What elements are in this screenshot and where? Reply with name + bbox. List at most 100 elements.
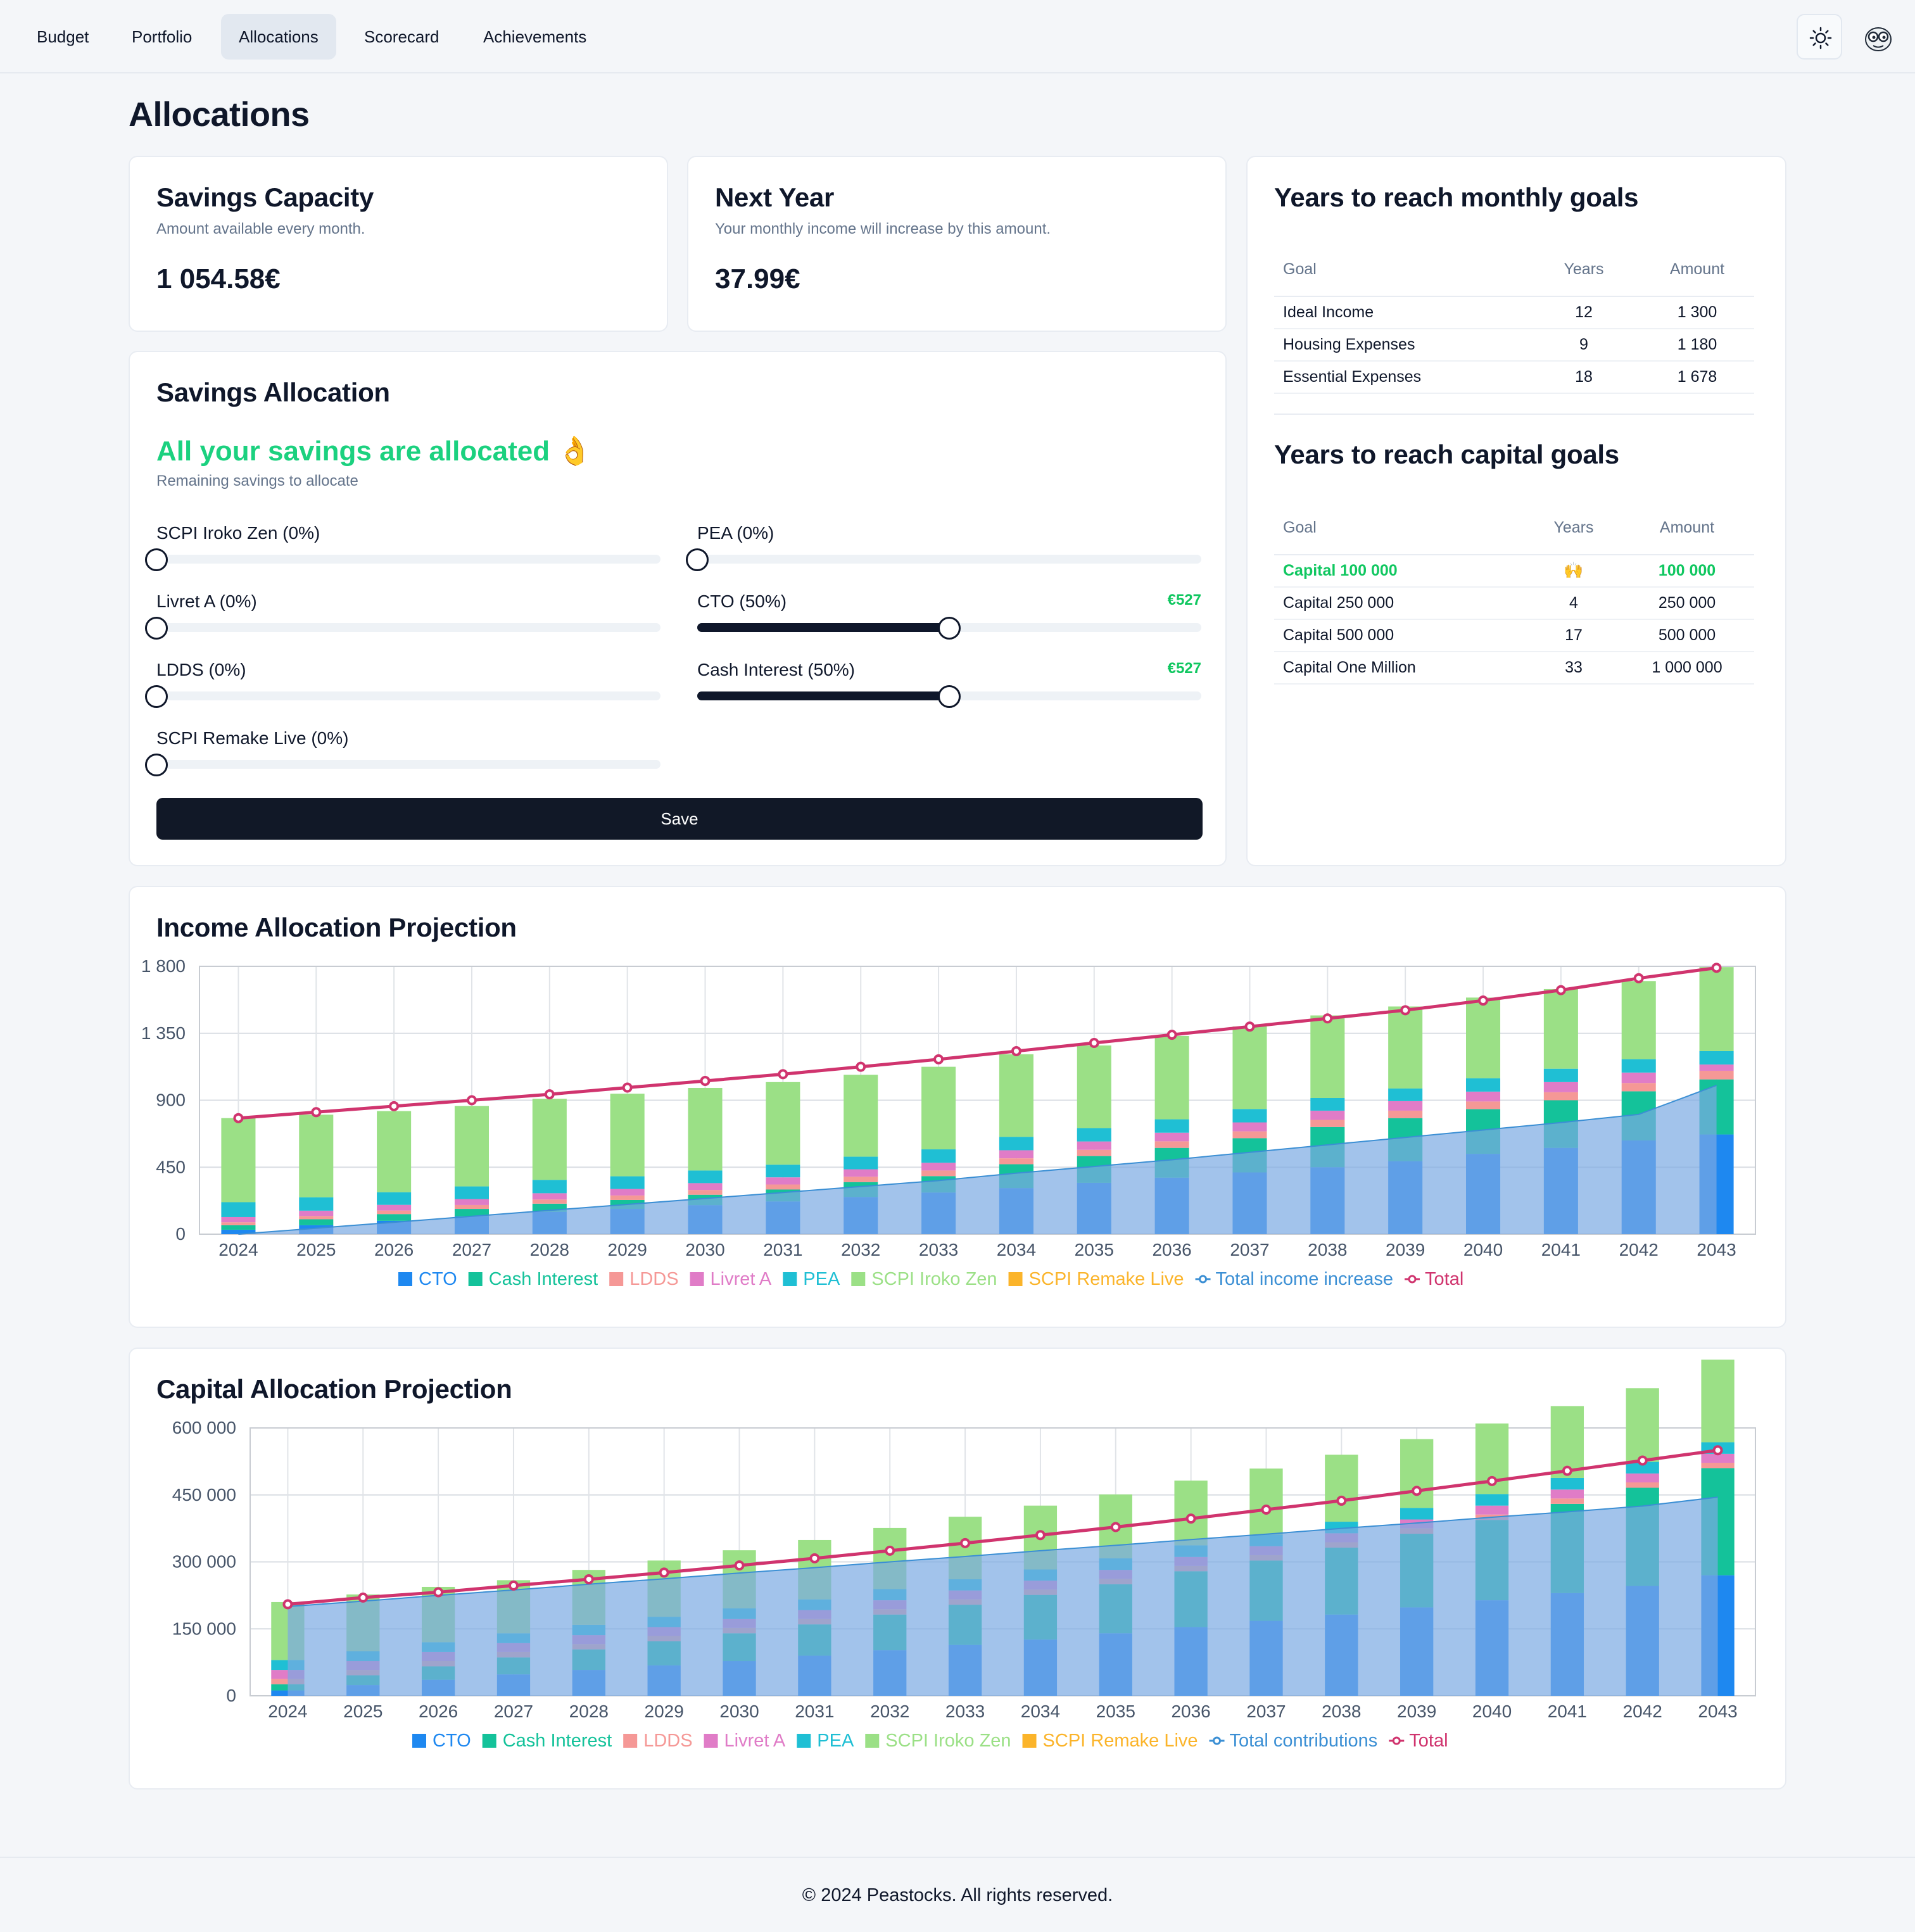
x-tick-label: 2041 [1548,1702,1587,1721]
slider-track[interactable] [686,548,1201,571]
bar-pea [1310,1097,1345,1111]
bar-livret-a [1388,1101,1423,1111]
slider-thumb[interactable] [145,617,168,640]
bar-livret-a [1154,1132,1189,1142]
x-tick-label: 2035 [1096,1702,1135,1721]
slider-track[interactable] [145,754,660,776]
slider-track[interactable] [145,685,660,708]
bar-livret-a [1077,1141,1111,1150]
legend-label-total-contributions: Total contributions [1230,1731,1378,1751]
x-tick-label: 2031 [795,1702,834,1721]
total-point [311,1107,322,1118]
legend-swatch [1199,1275,1208,1284]
x-tick-label: 2037 [1246,1702,1286,1721]
slider-thumb[interactable] [938,617,961,640]
slider-label: LDDS (0%) [156,660,246,679]
table-row: Capital 250 000 4 250 000 [1274,587,1754,620]
slider-thumb[interactable] [145,685,168,708]
legend-swatch [865,1734,880,1748]
goal-amount: 1 000 000 [1620,652,1754,685]
bar-pea [1699,1051,1734,1065]
bar-scpi-iroko-zen [1626,1388,1659,1462]
slider-track[interactable] [697,685,1201,708]
total-point [1322,1013,1333,1024]
legend-label-scpi-remake-live: SCPI Remake Live [1043,1731,1198,1751]
slider-thumb[interactable] [938,685,961,708]
bar-livret-a [766,1177,800,1185]
slider-fill [697,623,949,632]
slider-pea: PEA (0%) [686,523,1201,571]
total-point [1185,1513,1196,1524]
bar-livret-a [454,1199,490,1205]
bar-ldds [221,1222,256,1225]
goal-years: 12 [1527,296,1640,329]
slider-track[interactable] [145,548,660,571]
total-point [1244,1021,1255,1032]
goal-name: Capital One Million [1274,652,1527,685]
bar-scpi-iroko-zen [377,1111,412,1192]
capital-goals-table: Goal Years Amount Capital 100 000 🙌 100 00… [1274,502,1754,685]
x-tick-label: 2028 [530,1240,569,1260]
nav-scorecard[interactable]: Scorecard [364,27,439,46]
bar-pea [1077,1128,1111,1142]
legend-swatch [1408,1275,1417,1284]
x-tick-label: 2031 [763,1240,802,1260]
area-total-contributions [288,1497,1718,1696]
area-total-income-increase [238,1085,1717,1234]
avatar-mascot-icon [1865,27,1892,51]
total-point [1637,1455,1648,1466]
savings-allocation-card: Savings Allocation All your savings are … [129,351,1227,866]
bar-scpi-iroko-zen [1325,1455,1358,1522]
legend-label-cash-interest: Cash Interest [503,1731,612,1751]
save-button[interactable]: Save [156,798,1203,840]
nav-portfolio[interactable]: Portfolio [132,27,193,46]
bar-scpi-iroko-zen [1174,1481,1208,1546]
bar-pea [1154,1119,1189,1133]
table-header: Amount [1640,243,1754,297]
income-allocation-chart: 0 450 900 1 350 1 800 2024 2025 2026 2027 2028 202… [141,956,1756,1289]
theme-toggle-button[interactable] [1797,14,1842,60]
table-row: Capital One Million 33 1 000 000 [1274,652,1754,685]
nav-allocations[interactable]: Allocations [221,14,336,60]
table-header: Years [1527,502,1620,555]
x-tick-label: 2033 [945,1702,985,1721]
line-total-income-increase [238,1085,1717,1235]
y-tick-label: 0 [175,1224,186,1244]
total-point [1478,995,1489,1006]
bar-scpi-iroko-zen [221,1118,256,1203]
slider-cto: CTO (50%) €527 [697,591,1201,640]
total-point [1487,1475,1498,1486]
bar-scpi-iroko-zen [1543,988,1578,1069]
legend-label-cash-interest: Cash Interest [489,1269,598,1289]
slider-thumb[interactable] [145,754,168,776]
next-year-card: Next Year Your monthly income will incre… [687,156,1227,332]
x-tick-label: 2026 [419,1702,458,1721]
slider-label: Livret A (0%) [156,591,257,611]
slider-thumb[interactable] [686,548,709,571]
y-tick-label: 300 000 [172,1552,236,1572]
slider-track[interactable] [697,617,1201,640]
total-point [778,1069,788,1080]
bar-scpi-iroko-zen [766,1082,800,1165]
slider-thumb[interactable] [145,548,168,571]
nav-achievements[interactable]: Achievements [483,27,587,46]
bar-scpi-iroko-zen [1310,1015,1345,1098]
goal-amount: 100 000 [1620,555,1754,588]
bar-ldds [921,1170,956,1177]
goal-name: Capital 100 000 [1274,555,1527,588]
total-point [1633,973,1644,983]
total-point [960,1537,971,1548]
total-point [1089,1038,1099,1049]
nav-budget[interactable]: Budget [37,27,89,46]
legend-label-pea: PEA [803,1269,840,1289]
capital-projection-card: Capital Allocation Projection 0 150 000 30… [129,1348,1786,1790]
total-point [809,1553,820,1563]
table-header: Goal [1274,502,1527,555]
y-tick-label: 900 [156,1090,186,1110]
user-avatar[interactable] [1855,14,1901,60]
slider-cash-interest: Cash Interest (50%) €527 [697,660,1201,708]
divider [1274,414,1754,415]
slider-track[interactable] [145,617,660,640]
legend-swatch [482,1734,496,1748]
total-point [1336,1495,1347,1506]
